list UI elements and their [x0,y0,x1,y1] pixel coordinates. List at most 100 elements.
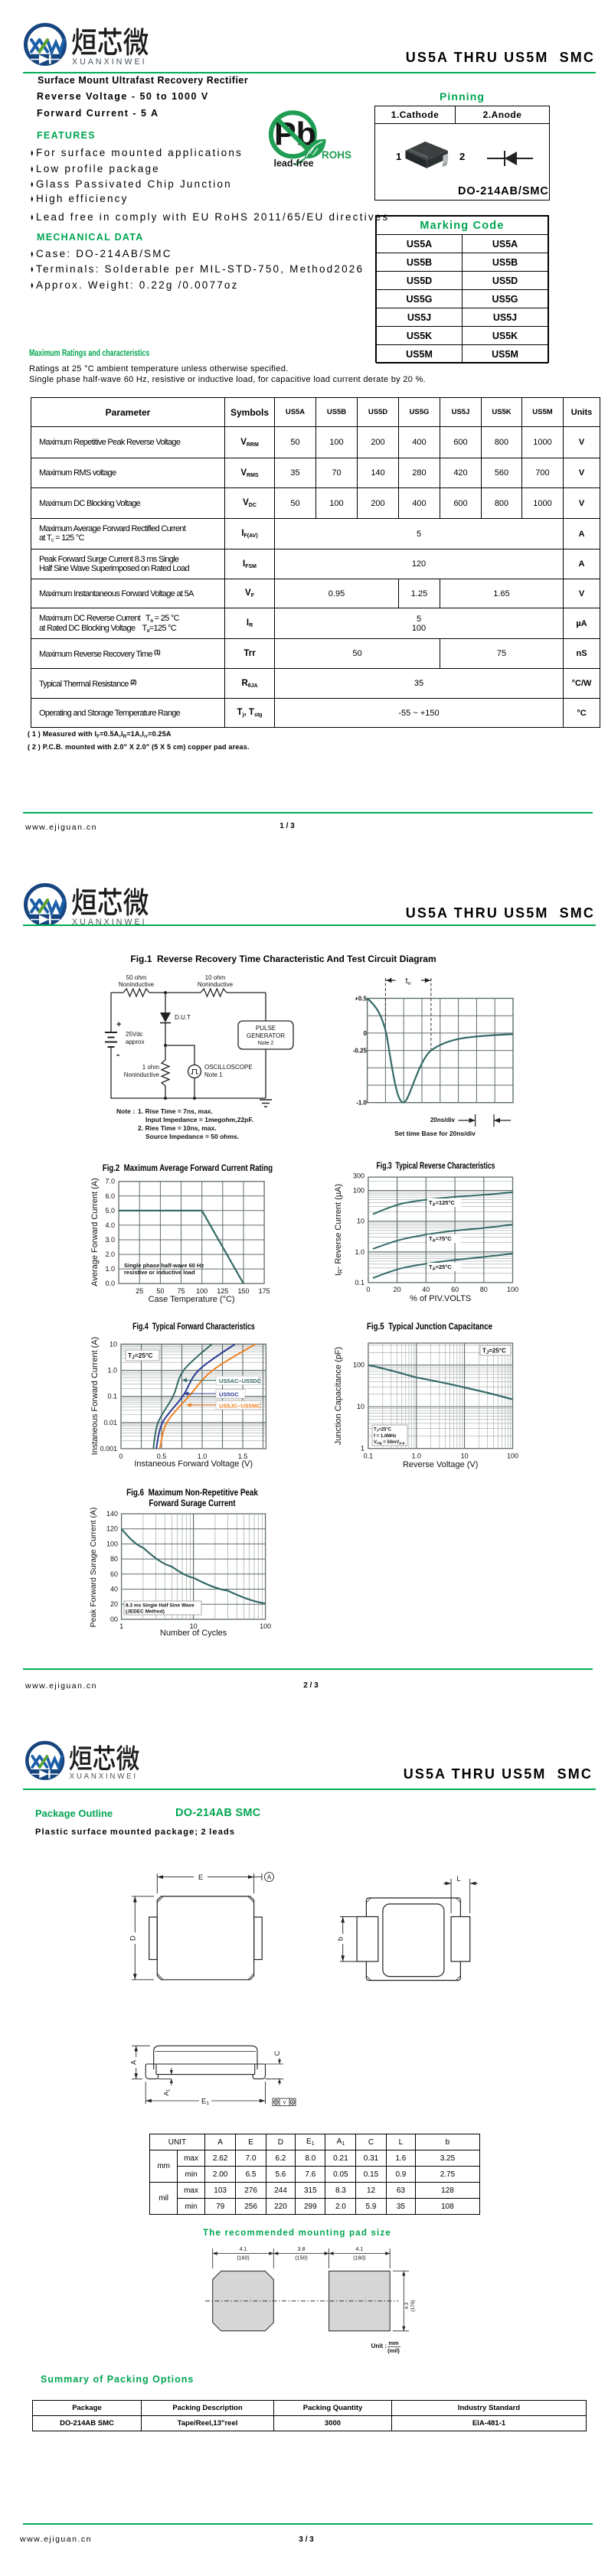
svg-text:Instaneous Forward Current (A): Instaneous Forward Current (A) [90,1337,100,1456]
svg-text:7.0: 7.0 [105,1178,115,1185]
svg-text:L: L [456,1875,460,1883]
svg-text:1 ohm: 1 ohm [142,1064,160,1071]
svg-text:TA=75°C: TA=75°C [429,1235,452,1244]
svg-text:(160): (160) [353,2256,365,2261]
svg-text:20ns/div: 20ns/div [430,1117,456,1123]
svg-text:1.0: 1.0 [107,1367,117,1374]
svg-text:V: V [283,2101,286,2105]
svg-text:C: C [273,2050,281,2056]
svg-text:Note 1: Note 1 [204,1071,223,1078]
svg-text:ROHS: ROHS [322,149,351,161]
svg-text:25Vdc: 25Vdc [126,1031,143,1038]
svg-text:-1.0: -1.0 [356,1100,367,1107]
svg-text:TJ=25°C: TJ=25°C [374,1428,392,1433]
svg-text:50 ohm: 50 ohm [126,974,147,981]
svg-text:1.0: 1.0 [198,1453,208,1460]
svg-text:0.5: 0.5 [157,1453,167,1460]
svg-text:0: 0 [366,1286,370,1293]
svg-text:50: 50 [156,1287,164,1295]
svg-text:8.3 ms Single Half Sine Wave: 8.3 ms Single Half Sine Wave [126,1603,194,1609]
svg-text:IR- Reverse Current (µA): IR- Reverse Current (µA) [334,1184,344,1276]
svg-text:175: 175 [259,1287,270,1295]
svg-text:0.001: 0.001 [100,1445,117,1453]
svg-text:(170): (170) [410,2300,416,2311]
svg-text:D: D [129,1935,137,1941]
svg-text:Noninductive: Noninductive [124,1071,160,1078]
svg-text:mm: mm [388,2340,399,2346]
svg-text:Source Impedance = 50 ohms.: Source Impedance = 50 ohms. [145,1133,239,1140]
svg-text:E: E [198,1873,203,1882]
svg-text:+: + [116,1020,121,1029]
svg-text:-0.25: -0.25 [353,1048,368,1055]
svg-text:80: 80 [110,1555,118,1563]
svg-text:1. Rise Time = 7ns, max.: 1. Rise Time = 7ns, max. [138,1107,213,1115]
svg-text:A1: A1 [162,2089,172,2096]
svg-text:TJ=25°C: TJ=25°C [482,1348,506,1356]
svg-text:120: 120 [106,1525,118,1533]
svg-text:OSCILLOSCOPE: OSCILLOSCOPE [204,1064,253,1071]
svg-text:TA=125°C: TA=125°C [429,1199,455,1208]
svg-text:f = 1.0MHz: f = 1.0MHz [374,1434,397,1439]
svg-text:125: 125 [217,1287,228,1295]
svg-text:Noninductive: Noninductive [119,981,155,988]
svg-text:60: 60 [110,1570,118,1578]
svg-text:TA=25°C: TA=25°C [429,1264,452,1272]
svg-text:+0.5: +0.5 [355,996,367,1003]
svg-text:-: - [116,1048,119,1060]
svg-text:(150): (150) [295,2256,307,2261]
svg-text:0.1: 0.1 [355,1279,364,1286]
svg-text:Average Forward Current (A): Average Forward Current (A) [90,1178,100,1286]
svg-text:150: 150 [237,1287,249,1295]
svg-text:Set time Base for 20ns/div: Set time Base for 20ns/div [394,1130,476,1137]
svg-text:(mil): (mil) [387,2347,400,2354]
svg-text:300: 300 [353,1172,364,1180]
svg-text:4.1: 4.1 [240,2247,247,2252]
svg-text:Case Temperature (°C): Case Temperature (°C) [149,1295,235,1304]
svg-text:Vsig = 50mVp-p: Vsig = 50mVp-p [374,1440,405,1445]
svg-text:approx: approx [126,1039,144,1045]
svg-text:4.3: 4.3 [404,2302,410,2309]
svg-text:% of PIV.VOLTS: % of PIV.VOLTS [410,1294,471,1303]
svg-text:E1: E1 [201,2097,209,2106]
svg-text:2. Ries Time = 10ns, max.: 2. Ries Time = 10ns, max. [138,1124,217,1132]
svg-text:b: b [337,1937,345,1941]
svg-text:0.01: 0.01 [103,1419,117,1427]
svg-text:0.1: 0.1 [364,1453,374,1460]
svg-text:0: 0 [119,1453,123,1460]
svg-text:10: 10 [461,1453,469,1460]
svg-text:Noninductive: Noninductive [198,981,234,988]
svg-text:D.U.T: D.U.T [175,1014,191,1021]
svg-text:PULSE: PULSE [256,1025,276,1032]
svg-text:5.0: 5.0 [105,1207,115,1215]
svg-text:US5GC: US5GC [219,1391,239,1398]
svg-text:100: 100 [106,1540,118,1547]
svg-text:100: 100 [507,1286,518,1293]
svg-text:20: 20 [110,1600,118,1608]
svg-text:Note :: Note : [116,1107,135,1115]
svg-text:(JEDEC Method): (JEDEC Method) [126,1609,165,1615]
svg-text:Reverse Voltage (V): Reverse Voltage (V) [403,1460,478,1469]
svg-text:Input Impedance = 1megohm,22pF: Input Impedance = 1megohm,22pF. [145,1116,253,1123]
svg-text:100: 100 [353,1361,364,1369]
svg-text:1: 1 [119,1622,123,1630]
svg-text:10 ohm: 10 ohm [205,974,226,981]
svg-text:6.0: 6.0 [105,1192,115,1200]
svg-text:lead-free: lead-free [274,158,314,169]
svg-text:1.5: 1.5 [238,1453,248,1460]
svg-text:Note 2: Note 2 [258,1041,274,1046]
svg-text:GENERATOR: GENERATOR [247,1032,285,1039]
svg-text:10: 10 [357,1218,364,1225]
svg-text:20: 20 [394,1286,401,1293]
svg-text:A: A [291,2101,294,2105]
svg-text:3.8: 3.8 [298,2247,306,2252]
svg-text:100: 100 [196,1287,208,1295]
svg-text:Number of Cycles: Number of Cycles [160,1629,227,1638]
svg-text:1: 1 [361,1445,364,1453]
svg-text:A: A [267,1874,272,1881]
svg-text:25: 25 [136,1287,143,1295]
svg-text:2.0: 2.0 [105,1251,115,1258]
svg-text:Junction Capacitance (pF): Junction Capacitance (pF) [334,1347,343,1445]
svg-text:1.0: 1.0 [412,1453,422,1460]
svg-text:0: 0 [364,1030,368,1037]
svg-text:100: 100 [260,1622,271,1630]
